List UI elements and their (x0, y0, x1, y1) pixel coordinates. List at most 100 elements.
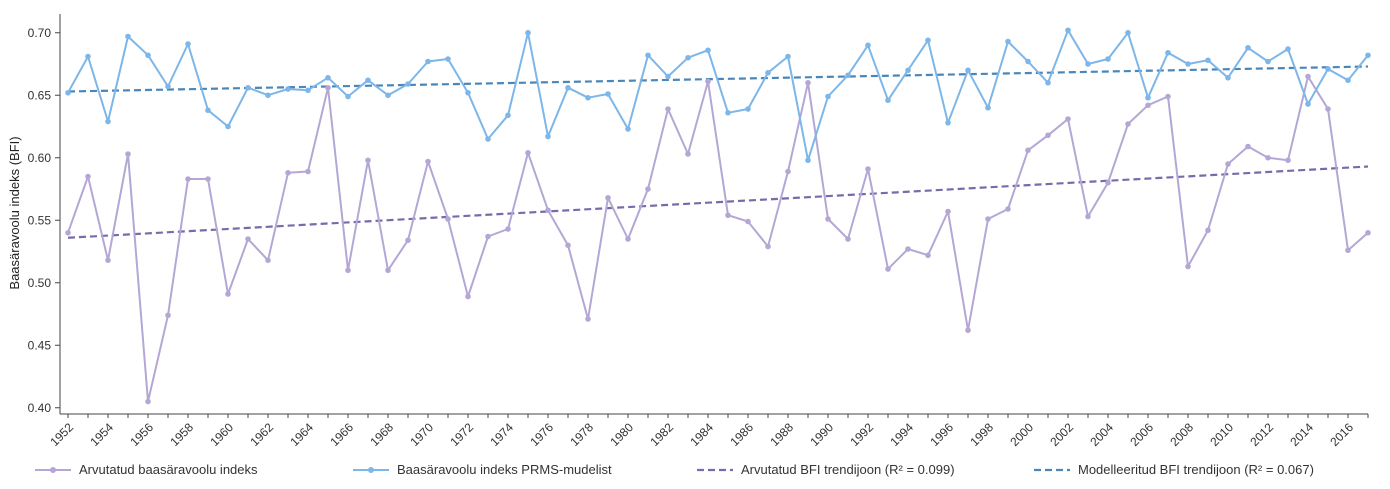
data-point (505, 112, 511, 119)
data-point (1225, 161, 1231, 167)
data-point (805, 79, 811, 86)
x-tick-label: 2010 (1207, 420, 1236, 449)
data-point (225, 123, 231, 130)
x-tick-label: 1956 (127, 420, 156, 449)
data-point (1245, 44, 1251, 51)
legend-swatch-arvutatud (35, 466, 71, 473)
data-point (1185, 263, 1191, 270)
bfi-chart: Baasäravoolu indeks (BFI) 0.40 0.45 0.50 0.… (7, 14, 1371, 449)
x-tick-label: 1980 (607, 420, 636, 449)
data-point (265, 92, 271, 99)
x-tick-label: 2014 (1287, 420, 1316, 449)
data-point (745, 106, 751, 112)
x-tick-label: 1960 (207, 420, 236, 449)
legend-swatch-prms (353, 466, 389, 473)
data-point (765, 243, 771, 250)
data-point (1005, 206, 1011, 212)
data-point (205, 107, 211, 114)
data-point (1305, 101, 1311, 107)
data-point (325, 84, 331, 91)
data-point (1325, 66, 1331, 72)
legend-label-arvutatud-trend: Arvutatud BFI trendijoon (R² = 0.099) (741, 462, 955, 477)
data-point (445, 216, 451, 222)
data-point (1205, 57, 1211, 64)
data-point (565, 242, 571, 249)
data-point (825, 216, 831, 222)
data-point (1085, 213, 1091, 220)
data-point (545, 133, 551, 140)
data-point (145, 52, 151, 59)
legend-item-arvutatud-trend: Arvutatud BFI trendijoon (R² = 0.099) (697, 462, 955, 477)
data-point (325, 74, 331, 81)
data-point (1005, 38, 1011, 45)
data-point (1365, 52, 1371, 59)
data-point (205, 176, 211, 182)
data-point (1325, 106, 1331, 112)
y-tick-label: 0.40 (28, 401, 52, 415)
data-point (505, 226, 511, 232)
data-point (345, 93, 351, 100)
x-tick-label: 2000 (1007, 420, 1036, 449)
x-tick-label: 1974 (487, 420, 516, 449)
data-point (865, 166, 871, 172)
data-point (1345, 77, 1351, 84)
data-point (365, 157, 371, 164)
data-point (665, 106, 671, 112)
series-line-1 (67, 29, 1369, 162)
data-point (565, 84, 571, 91)
data-point (485, 233, 491, 240)
data-point (85, 173, 91, 180)
data-point (185, 176, 191, 182)
data-point (1085, 61, 1091, 67)
data-point (345, 267, 351, 274)
legend-item-modelleeritud-trend: Modelleeritud BFI trendijoon (R² = 0.067… (1034, 462, 1314, 477)
data-point (285, 86, 291, 92)
data-point (1285, 46, 1291, 52)
data-point (1105, 179, 1111, 186)
x-tick-label: 1978 (567, 420, 596, 449)
x-tick-label: 1964 (287, 420, 316, 449)
y-tick-label: 0.70 (28, 26, 52, 40)
legend-item-prms: Baasäravoolu indeks PRMS-mudelist (353, 462, 612, 477)
data-point (105, 118, 111, 125)
data-point (845, 72, 851, 79)
data-point (685, 151, 691, 157)
x-tick-label: 1962 (247, 420, 276, 449)
data-point (605, 91, 611, 97)
data-point (265, 257, 271, 264)
data-point (125, 151, 131, 157)
data-point (165, 83, 171, 90)
data-point (145, 398, 151, 405)
data-point (645, 186, 651, 192)
data-point (405, 81, 411, 87)
legend-swatch-modelleeritud-trend (1034, 468, 1070, 471)
data-point (1365, 229, 1371, 236)
x-tick-label: 1972 (447, 420, 476, 449)
data-point (245, 84, 251, 91)
data-point (1245, 143, 1251, 150)
x-tick-label: 2006 (1127, 420, 1156, 449)
data-point (605, 194, 611, 201)
data-point (465, 89, 471, 96)
data-point (585, 316, 591, 322)
series-line-0 (67, 75, 1369, 403)
data-point (305, 168, 311, 175)
data-point (945, 208, 951, 215)
data-point (645, 52, 651, 59)
data-point (905, 67, 911, 74)
data-point (665, 73, 671, 80)
x-tick-label: 2004 (1087, 420, 1116, 449)
data-point (385, 267, 391, 274)
data-point (845, 236, 851, 242)
data-point (745, 218, 751, 225)
data-point (425, 158, 431, 165)
series-markers (65, 27, 1371, 405)
data-point (805, 157, 811, 164)
x-tick-label: 1984 (687, 420, 716, 449)
data-point (785, 168, 791, 175)
data-point (925, 37, 931, 44)
data-point (1065, 27, 1071, 34)
data-point (705, 47, 711, 54)
data-point (865, 42, 871, 49)
data-point (1025, 147, 1031, 154)
